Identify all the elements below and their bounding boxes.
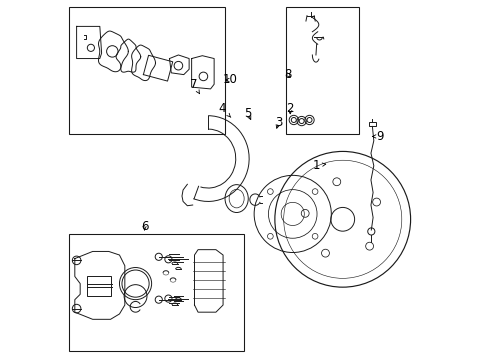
Text: 4: 4 <box>218 102 230 117</box>
Text: 8: 8 <box>284 68 291 81</box>
Bar <box>69 234 244 351</box>
Text: 10: 10 <box>223 73 237 86</box>
Text: 1: 1 <box>311 159 325 172</box>
Text: 9: 9 <box>372 130 383 143</box>
Bar <box>69 7 224 134</box>
Text: 3: 3 <box>274 116 282 129</box>
Bar <box>87 276 110 296</box>
Text: 6: 6 <box>141 220 148 233</box>
Text: 2: 2 <box>286 102 293 115</box>
Text: 5: 5 <box>244 107 251 120</box>
Bar <box>285 7 358 134</box>
Text: 7: 7 <box>190 78 199 94</box>
Bar <box>368 122 375 126</box>
